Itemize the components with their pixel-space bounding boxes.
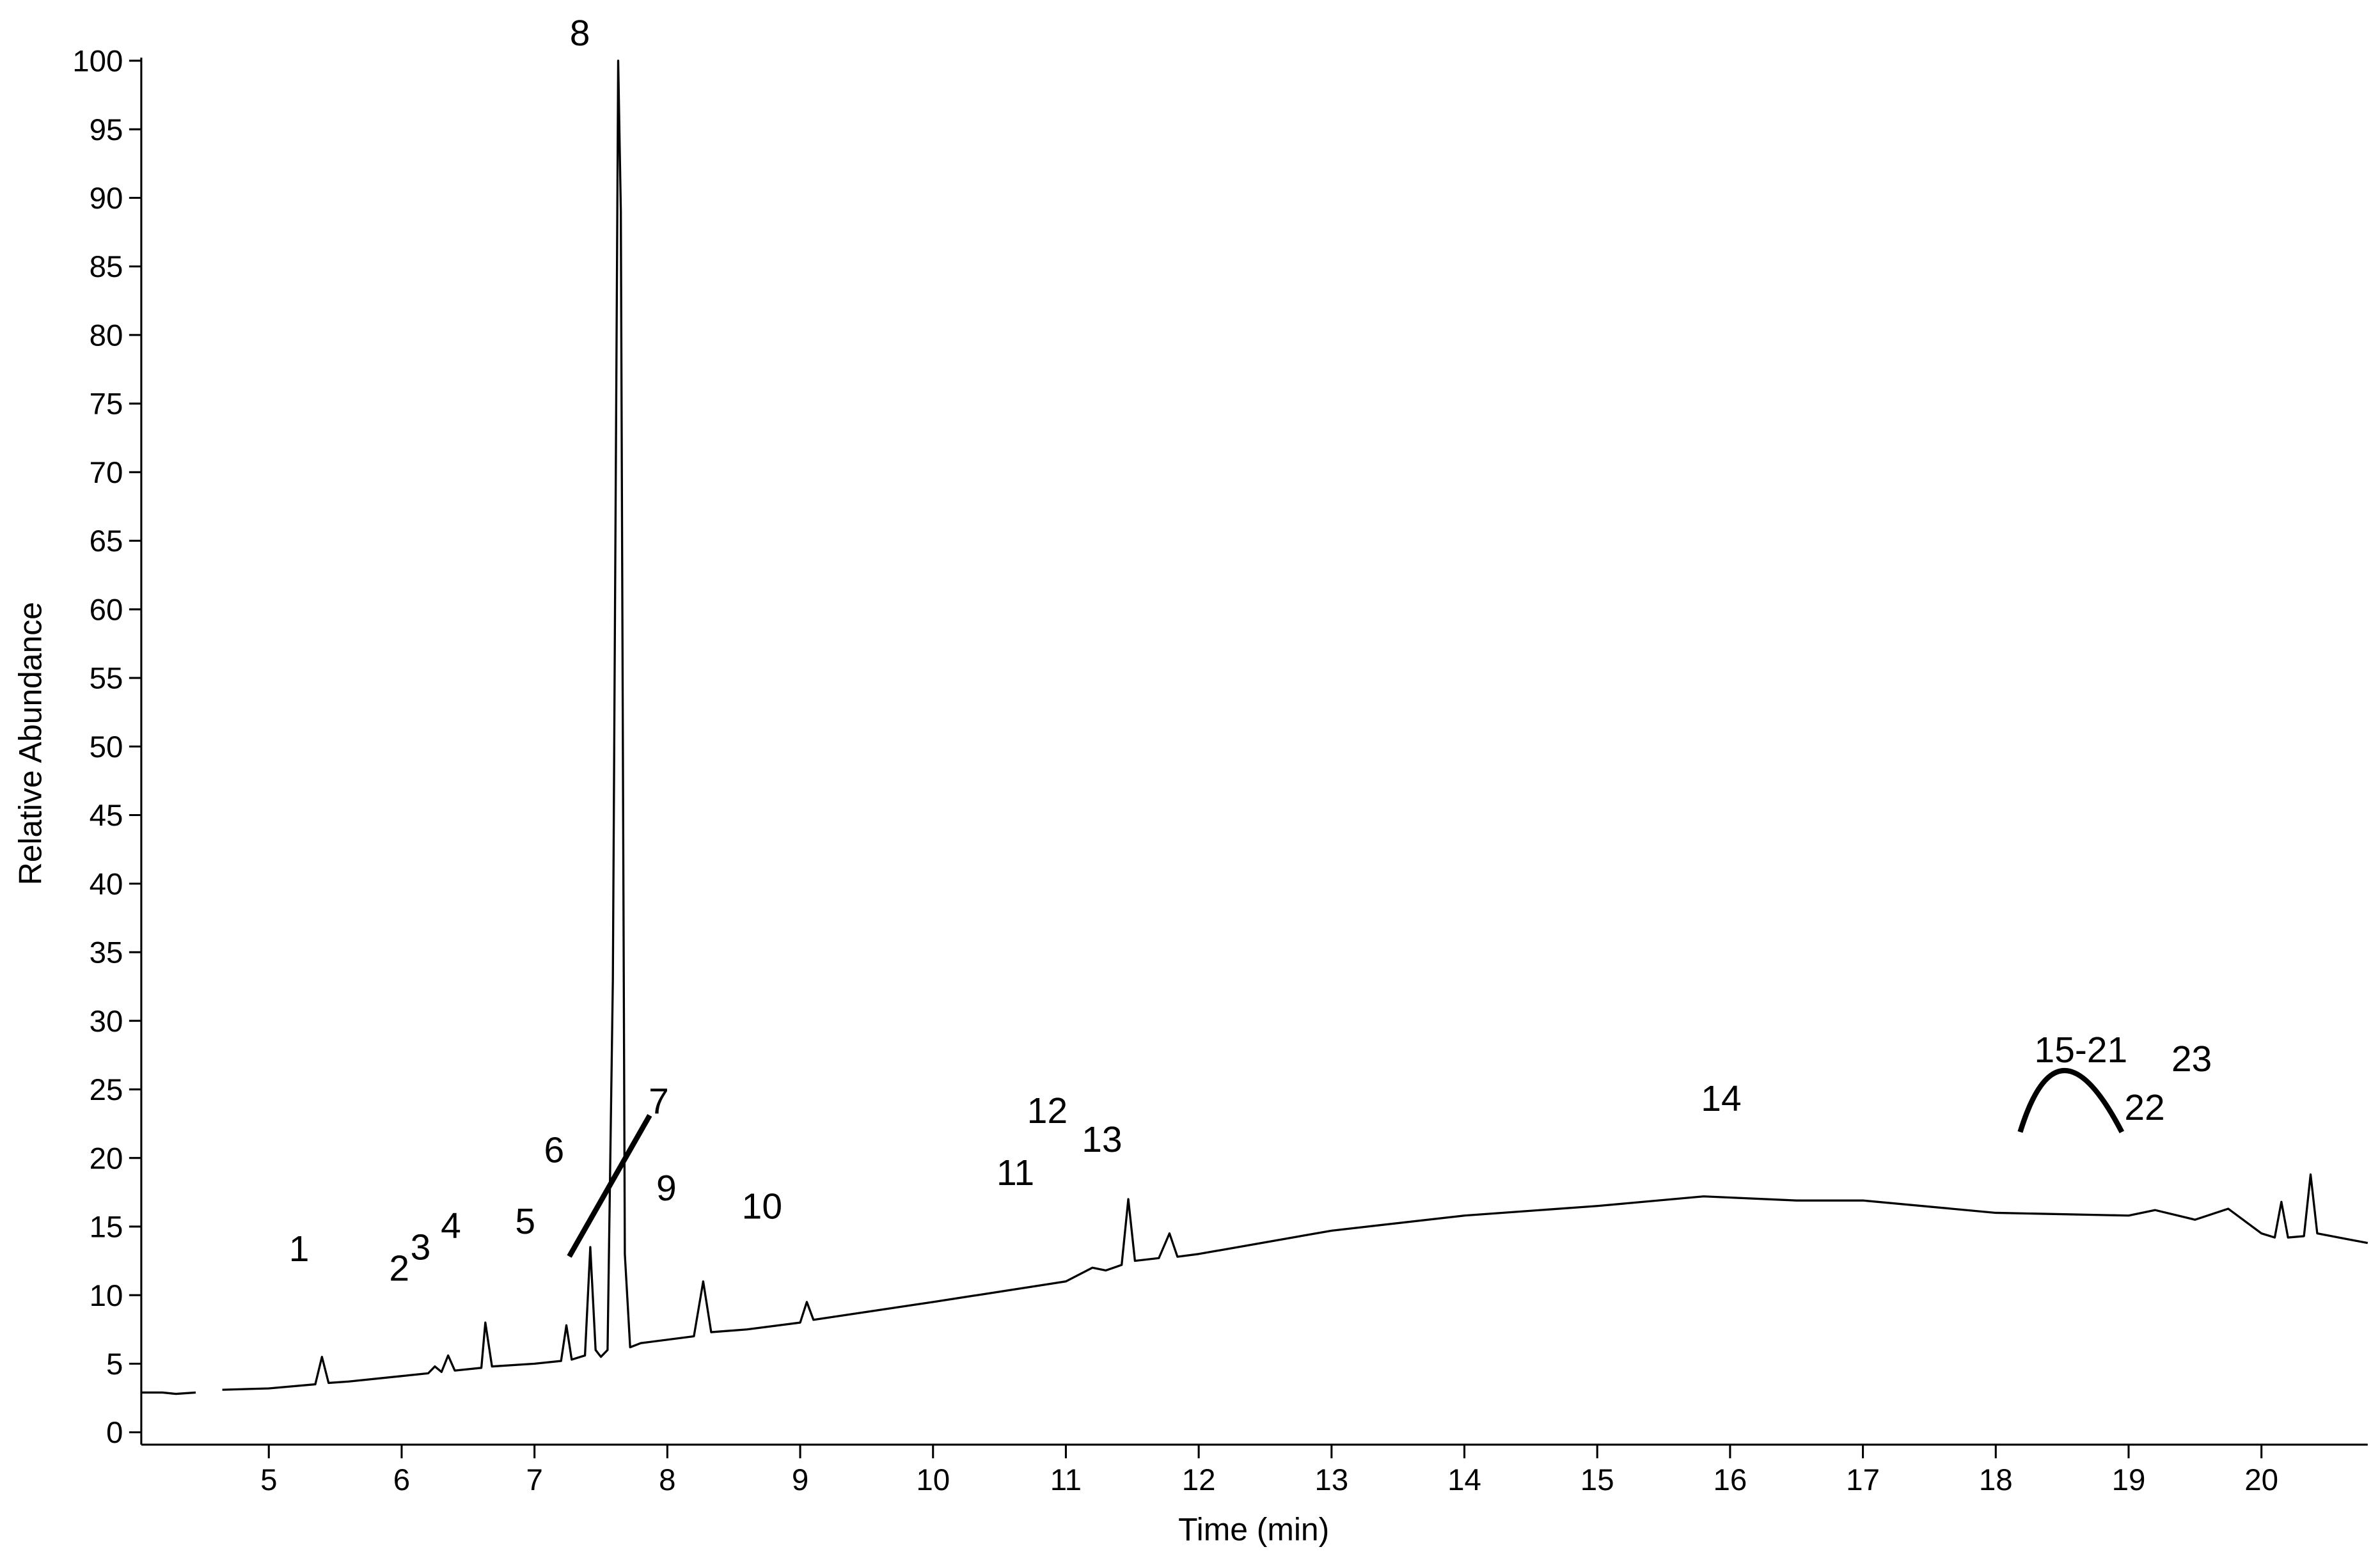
x-tick-label: 15 — [1580, 1463, 1614, 1497]
peak-label: 1 — [289, 1229, 310, 1269]
y-tick-label: 50 — [90, 730, 123, 764]
y-tick-label: 20 — [90, 1142, 123, 1175]
x-tick-label: 12 — [1182, 1463, 1216, 1497]
peak-label: 23 — [2171, 1039, 2212, 1080]
y-tick-label: 65 — [90, 524, 123, 558]
peak-label: 9 — [656, 1168, 677, 1209]
peak-label: 12 — [1027, 1090, 1068, 1131]
x-tick-label: 9 — [792, 1463, 808, 1497]
peak-label: 3 — [411, 1227, 431, 1268]
peak-label: 13 — [1082, 1119, 1122, 1160]
y-tick-label: 70 — [90, 456, 123, 490]
x-tick-label: 16 — [1713, 1463, 1747, 1497]
peak-label: 8 — [570, 13, 590, 54]
x-tick-label: 6 — [393, 1463, 410, 1497]
annotation-arc — [2017, 1068, 2125, 1134]
x-tick-label: 19 — [2112, 1463, 2146, 1497]
series-line — [141, 1391, 196, 1395]
y-axis-title: Relative Abundance — [12, 602, 48, 885]
x-tick-label: 17 — [1846, 1463, 1880, 1497]
y-tick-label: 55 — [90, 662, 123, 696]
y-tick-label: 10 — [90, 1279, 123, 1313]
y-tick-label: 40 — [90, 867, 123, 901]
x-tick-label: 8 — [659, 1463, 675, 1497]
y-tick-label: 100 — [72, 45, 123, 79]
peak-label: 6 — [544, 1130, 564, 1171]
peak-label: 15-21 — [2035, 1030, 2128, 1071]
y-tick-label: 45 — [90, 799, 123, 833]
x-tick-label: 10 — [916, 1463, 950, 1497]
peak-label: 14 — [1701, 1078, 1741, 1119]
y-tick-label: 5 — [106, 1347, 123, 1381]
series-line — [222, 59, 2368, 1391]
x-tick-label: 18 — [1979, 1463, 2013, 1497]
y-tick-label: 85 — [90, 250, 123, 284]
y-tick-label: 90 — [90, 182, 123, 216]
peak-label: 5 — [515, 1201, 535, 1242]
y-tick-label: 15 — [90, 1211, 123, 1245]
peak-label: 22 — [2124, 1087, 2164, 1128]
x-tick-label: 7 — [526, 1463, 542, 1497]
peak-label: 4 — [441, 1206, 461, 1246]
y-tick-label: 25 — [90, 1073, 123, 1107]
y-tick-label: 0 — [106, 1416, 123, 1450]
y-tick-label: 80 — [90, 318, 123, 352]
x-tick-label: 14 — [1447, 1463, 1481, 1497]
y-tick-label: 30 — [90, 1005, 123, 1039]
y-tick-label: 75 — [90, 388, 123, 421]
peak-label: 2 — [389, 1248, 409, 1289]
peak-label: 7 — [649, 1081, 669, 1122]
peak-label: 11 — [997, 1152, 1034, 1193]
y-tick-label: 35 — [90, 936, 123, 970]
y-tick-label: 60 — [90, 593, 123, 627]
x-tick-label: 5 — [260, 1463, 277, 1497]
x-tick-label: 11 — [1050, 1463, 1082, 1497]
x-tick-label: 20 — [2244, 1463, 2278, 1497]
x-tick-label: 13 — [1314, 1463, 1348, 1497]
x-axis-title: Time (min) — [1178, 1511, 1329, 1547]
y-tick-label: 95 — [90, 113, 123, 147]
peak-label: 10 — [742, 1186, 782, 1227]
